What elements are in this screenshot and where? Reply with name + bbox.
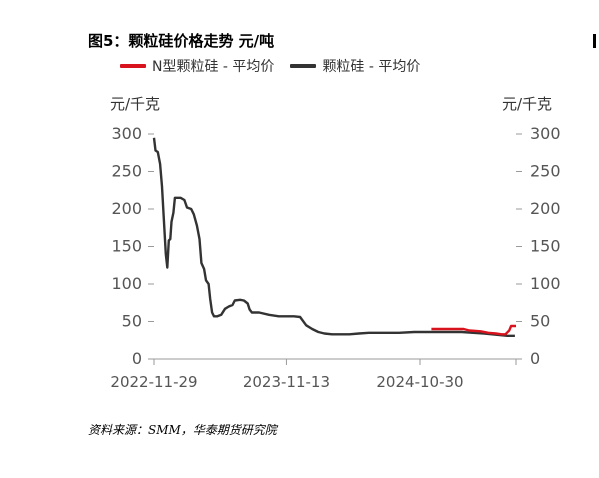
- x-tick-label: 2023-11-13: [243, 373, 330, 391]
- x-tick-label: 2022-11-29: [110, 373, 197, 391]
- series-line-n-type: [431, 324, 516, 336]
- y-tick-label-left: 150: [111, 237, 142, 256]
- y-axis-unit-left: 元/千克: [110, 95, 161, 113]
- legend-item-granular: 颗粒硅 - 平均价: [290, 56, 420, 76]
- y-tick-label-right: 250: [530, 162, 561, 181]
- legend: N型颗粒硅 - 平均价 颗粒硅 - 平均价: [120, 56, 436, 76]
- y-tick-label-right: 50: [530, 312, 550, 331]
- y-tick-label-left: 300: [111, 124, 142, 143]
- chart-title: 图5：颗粒硅价格走势 元/吨: [88, 32, 275, 50]
- y-tick-label-right: 150: [530, 237, 561, 256]
- legend-swatch-granular: [290, 64, 317, 68]
- series-line-granular: [152, 137, 515, 337]
- y-tick-label-left: 0: [132, 349, 142, 368]
- legend-label-granular: 颗粒硅 - 平均价: [322, 59, 421, 75]
- legend-swatch-n-type: [120, 64, 146, 68]
- legend-label-n-type: N型颗粒硅 - 平均价: [152, 59, 275, 75]
- source-note: 资料来源：SMM，华泰期货研究院: [88, 423, 277, 437]
- y-tick-label-right: 300: [530, 124, 561, 143]
- y-axis-unit-right: 元/千克: [502, 95, 553, 113]
- chart-plot: 0 50 100 150 200 250 300 0 50 100 150 200 250 300 20…: [110, 124, 561, 391]
- legend-item-n-type: N型颗粒硅 - 平均价: [120, 56, 274, 76]
- y-tick-label-right: 100: [530, 274, 561, 293]
- y-tick-label-right: 0: [530, 349, 540, 368]
- y-tick-label-left: 250: [111, 162, 142, 181]
- x-tick-label: 2024-10-30: [376, 373, 463, 391]
- y-tick-label-left: 50: [122, 312, 142, 331]
- adjacent-figure-edge: [593, 34, 596, 48]
- y-tick-label-left: 100: [111, 274, 142, 293]
- y-tick-label-left: 200: [111, 199, 142, 218]
- y-tick-label-right: 200: [530, 199, 561, 218]
